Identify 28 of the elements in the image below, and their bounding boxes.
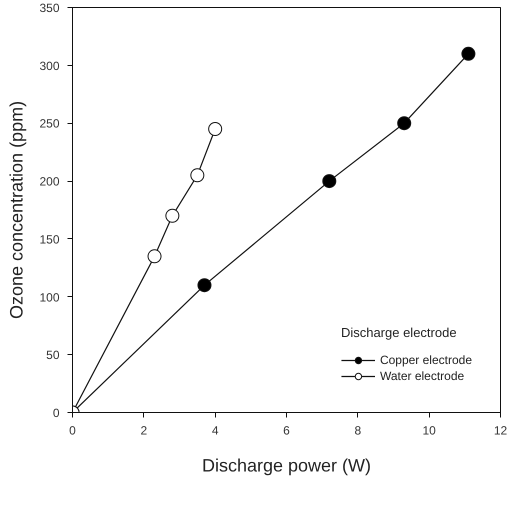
point	[148, 249, 162, 264]
legend-label: Water electrode	[380, 369, 464, 383]
x-axis-title: Discharge power (W)	[202, 456, 372, 476]
y-tick-label: 300	[39, 58, 60, 73]
legend-label: Copper electrode	[380, 353, 472, 367]
y-tick-label: 0	[52, 406, 60, 420]
legend-title: Discharge electrode	[340, 325, 458, 340]
y-tick-label: 100	[39, 290, 60, 304]
point	[208, 122, 222, 136]
y-tick-label: 150	[39, 232, 60, 246]
point	[397, 116, 412, 130]
y-tick-label: 350	[39, 1, 60, 15]
x-tick-label: 12	[494, 424, 508, 438]
point	[165, 208, 180, 223]
y-tick-label: 250	[39, 116, 60, 131]
point	[197, 278, 212, 292]
y-tick-label: 50	[46, 348, 60, 362]
point	[190, 168, 204, 182]
y-axis-title: Ozone concentration (ppm)	[6, 100, 26, 320]
x-tick-label: 6	[283, 424, 290, 438]
x-tick-label: 2	[140, 424, 148, 438]
x-tick-label: 8	[354, 424, 362, 438]
x-tick-label: 0	[69, 424, 76, 438]
point	[322, 174, 336, 188]
y-tick-label: 200	[39, 174, 60, 189]
point	[461, 46, 476, 61]
x-tick-label: 4	[212, 424, 219, 438]
x-tick-label: 10	[422, 424, 436, 438]
